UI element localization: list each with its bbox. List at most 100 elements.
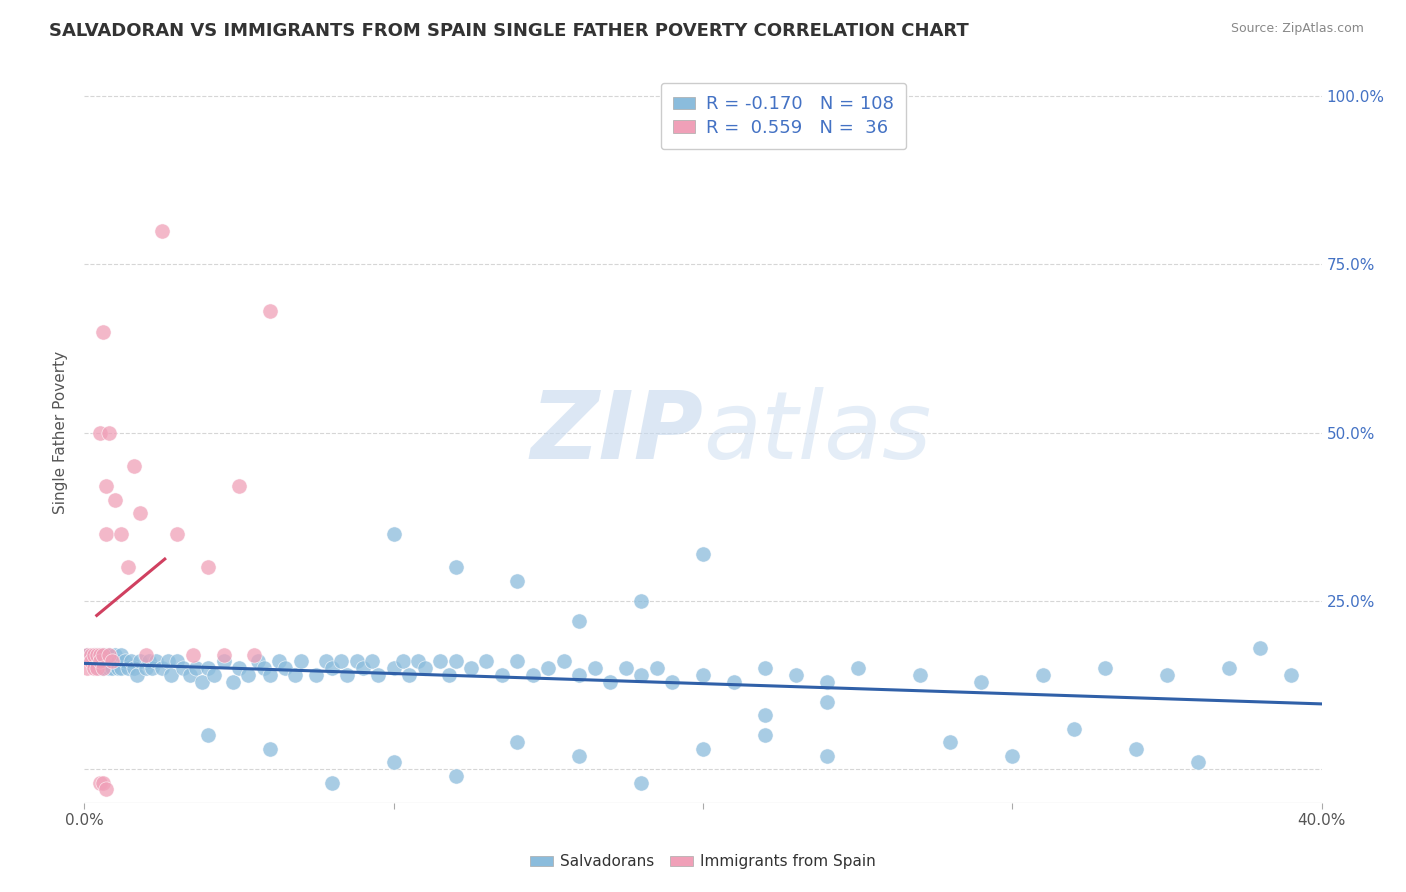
Salvadorans xyxy=(367,668,389,682)
Immigrants from Spain xyxy=(150,224,173,238)
Salvadorans xyxy=(238,668,260,682)
Salvadorans xyxy=(110,648,132,662)
Salvadorans xyxy=(246,655,269,669)
Salvadorans xyxy=(692,742,714,756)
Immigrants from Spain xyxy=(243,648,266,662)
Immigrants from Spain xyxy=(197,560,219,574)
Salvadorans xyxy=(222,674,245,689)
Text: Source: ZipAtlas.com: Source: ZipAtlas.com xyxy=(1230,22,1364,36)
Immigrants from Spain xyxy=(101,655,124,669)
Immigrants from Spain xyxy=(91,648,114,662)
Salvadorans xyxy=(1156,668,1178,682)
Immigrants from Spain xyxy=(104,492,127,507)
Immigrants from Spain xyxy=(89,775,111,789)
Salvadorans xyxy=(392,655,415,669)
Salvadorans xyxy=(98,655,121,669)
Immigrants from Spain xyxy=(79,648,101,662)
Immigrants from Spain xyxy=(129,507,152,521)
Salvadorans xyxy=(141,661,163,675)
Salvadorans xyxy=(101,661,124,675)
Salvadorans xyxy=(630,668,652,682)
Y-axis label: Single Father Poverty: Single Father Poverty xyxy=(53,351,69,514)
Salvadorans xyxy=(491,668,513,682)
Salvadorans xyxy=(537,661,560,675)
Salvadorans xyxy=(568,668,591,682)
Immigrants from Spain xyxy=(98,425,121,440)
Salvadorans xyxy=(274,661,297,675)
Salvadorans xyxy=(692,668,714,682)
Salvadorans xyxy=(475,655,498,669)
Salvadorans xyxy=(125,668,148,682)
Salvadorans xyxy=(346,655,368,669)
Salvadorans xyxy=(89,661,111,675)
Salvadorans xyxy=(107,655,129,669)
Immigrants from Spain xyxy=(76,648,98,662)
Salvadorans xyxy=(79,655,101,669)
Salvadorans xyxy=(284,668,307,682)
Immigrants from Spain xyxy=(181,648,204,662)
Salvadorans xyxy=(645,661,668,675)
Salvadorans xyxy=(135,661,157,675)
Immigrants from Spain xyxy=(110,526,132,541)
Salvadorans xyxy=(614,661,637,675)
Salvadorans xyxy=(321,775,343,789)
Salvadorans xyxy=(94,648,117,662)
Salvadorans xyxy=(1125,742,1147,756)
Salvadorans xyxy=(76,648,98,662)
Salvadorans xyxy=(1249,640,1271,655)
Salvadorans xyxy=(110,661,132,675)
Salvadorans xyxy=(269,655,291,669)
Salvadorans xyxy=(104,648,127,662)
Salvadorans xyxy=(160,668,183,682)
Salvadorans xyxy=(939,735,962,749)
Salvadorans xyxy=(1187,756,1209,770)
Salvadorans xyxy=(439,668,461,682)
Immigrants from Spain xyxy=(89,648,111,662)
Salvadorans xyxy=(408,655,430,669)
Salvadorans xyxy=(1279,668,1302,682)
Salvadorans xyxy=(184,661,207,675)
Immigrants from Spain xyxy=(91,775,114,789)
Salvadorans xyxy=(1063,722,1085,736)
Immigrants from Spain xyxy=(122,459,145,474)
Salvadorans xyxy=(321,661,343,675)
Salvadorans xyxy=(86,655,108,669)
Salvadorans xyxy=(212,655,235,669)
Salvadorans xyxy=(1001,748,1024,763)
Salvadorans xyxy=(259,668,281,682)
Salvadorans xyxy=(413,661,436,675)
Immigrants from Spain xyxy=(259,304,281,318)
Text: ZIP: ZIP xyxy=(530,386,703,479)
Immigrants from Spain xyxy=(117,560,139,574)
Salvadorans xyxy=(429,655,451,669)
Salvadorans xyxy=(754,708,776,723)
Salvadorans xyxy=(156,655,179,669)
Salvadorans xyxy=(89,655,111,669)
Immigrants from Spain xyxy=(83,661,105,675)
Salvadorans xyxy=(444,560,467,574)
Salvadorans xyxy=(98,661,121,675)
Immigrants from Spain xyxy=(212,648,235,662)
Immigrants from Spain xyxy=(94,526,117,541)
Immigrants from Spain xyxy=(83,648,105,662)
Salvadorans xyxy=(506,735,529,749)
Salvadorans xyxy=(754,729,776,743)
Salvadorans xyxy=(398,668,420,682)
Immigrants from Spain xyxy=(166,526,188,541)
Salvadorans xyxy=(352,661,374,675)
Salvadorans xyxy=(179,668,201,682)
Salvadorans xyxy=(101,655,124,669)
Salvadorans xyxy=(1032,668,1054,682)
Salvadorans xyxy=(815,674,838,689)
Immigrants from Spain xyxy=(228,479,250,493)
Salvadorans xyxy=(506,574,529,588)
Salvadorans xyxy=(599,674,621,689)
Legend: Salvadorans, Immigrants from Spain: Salvadorans, Immigrants from Spain xyxy=(523,848,883,875)
Salvadorans xyxy=(86,648,108,662)
Salvadorans xyxy=(506,655,529,669)
Salvadorans xyxy=(583,661,606,675)
Immigrants from Spain xyxy=(94,782,117,797)
Salvadorans xyxy=(98,648,121,662)
Salvadorans xyxy=(630,594,652,608)
Salvadorans xyxy=(723,674,745,689)
